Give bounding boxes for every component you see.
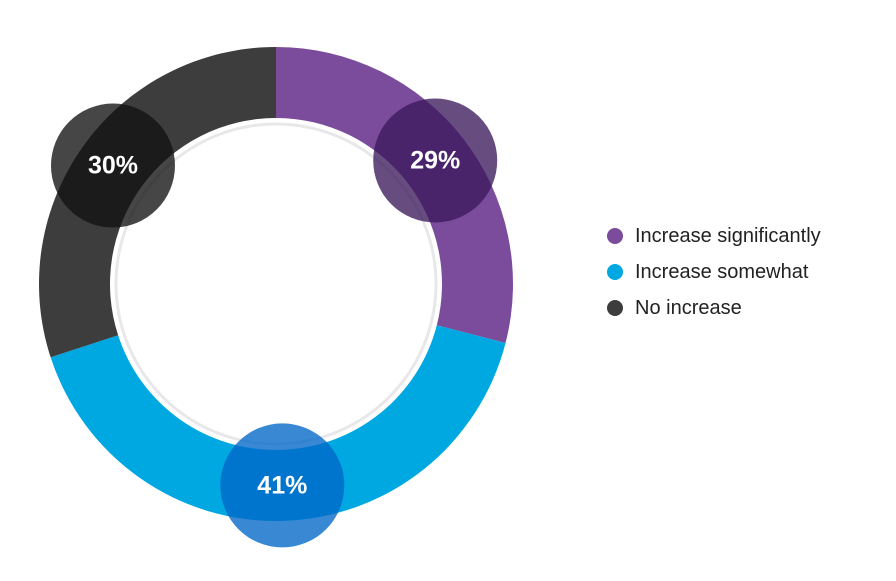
legend-item-increase-somewhat: Increase somewhat xyxy=(607,254,821,290)
legend-label: No increase xyxy=(635,296,742,319)
legend-dot-icon xyxy=(607,264,623,280)
value-labels: 29% 41% 30% xyxy=(88,146,460,499)
value-bubble xyxy=(50,103,175,228)
value-bubble xyxy=(220,423,345,548)
legend-item-no-increase: No increase xyxy=(607,290,821,326)
donut-slices xyxy=(38,47,513,521)
legend-dot-icon xyxy=(607,228,623,244)
value-bubbles xyxy=(50,98,498,548)
legend-label: Increase somewhat xyxy=(635,260,809,283)
value-label: 41% xyxy=(257,471,307,499)
legend: Increase significantly Increase somewhat… xyxy=(607,218,821,326)
donut-slice xyxy=(276,47,513,343)
donut-slice xyxy=(38,47,276,358)
value-bubble xyxy=(373,98,498,223)
donut-chart: 29% 41% 30% xyxy=(38,47,513,548)
donut-slice xyxy=(50,325,506,521)
value-label: 29% xyxy=(410,146,460,174)
value-label: 30% xyxy=(88,152,138,180)
legend-dot-icon xyxy=(607,300,623,316)
legend-label: Increase significantly xyxy=(635,224,821,247)
legend-item-increase-significantly: Increase significantly xyxy=(607,218,821,254)
